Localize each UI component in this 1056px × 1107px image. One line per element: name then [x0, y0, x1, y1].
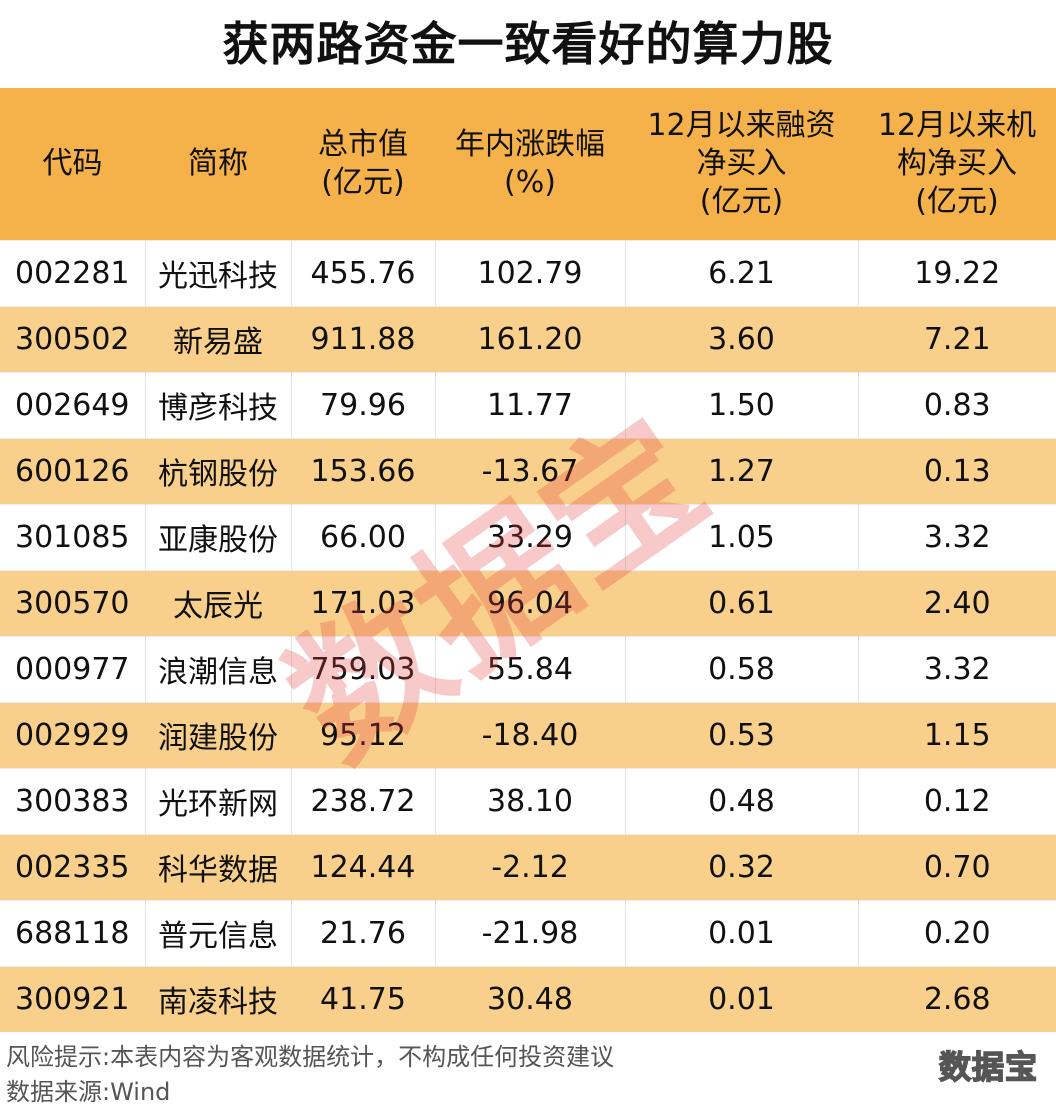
data-source: 数据来源:Wind	[6, 1078, 171, 1106]
cell-short-name: 浪潮信息	[145, 636, 292, 702]
cell-short-name: 润建股份	[145, 702, 292, 768]
cell-ytd-change: -13.67	[435, 438, 626, 504]
table-row: 300502 新易盛 911.88 161.20 3.60 7.21	[0, 306, 1056, 372]
cell-market-cap: 21.76	[291, 900, 436, 966]
brand-logo: 数据宝	[938, 1047, 1038, 1087]
cell-margin-net-buy: 6.21	[625, 240, 859, 306]
cell-short-name: 亚康股份	[145, 504, 292, 570]
cell-ytd-change: 102.79	[435, 240, 626, 306]
header-margin-net-buy: 12月以来融资 净买入 (亿元)	[625, 88, 858, 240]
cell-ytd-change: 38.10	[435, 768, 626, 834]
cell-institution-net-buy: 7.21	[858, 306, 1056, 372]
cell-institution-net-buy: 3.32	[858, 636, 1056, 702]
cell-margin-net-buy: 1.27	[625, 438, 859, 504]
cell-market-cap: 911.88	[291, 306, 436, 372]
table-row: 301085 亚康股份 66.00 33.29 1.05 3.32	[0, 504, 1056, 570]
cell-margin-net-buy: 0.01	[625, 966, 859, 1032]
cell-short-name: 太辰光	[145, 570, 292, 636]
cell-institution-net-buy: 0.20	[858, 900, 1056, 966]
cell-margin-net-buy: 1.50	[625, 372, 859, 438]
cell-code: 002649	[0, 372, 146, 438]
cell-ytd-change: 30.48	[435, 966, 626, 1032]
table-row: 688118 普元信息 21.76 -21.98 0.01 0.20	[0, 900, 1056, 966]
header-ytd-change: 年内涨跌幅 (%)	[435, 88, 625, 240]
cell-short-name: 南凌科技	[145, 966, 292, 1032]
cell-margin-net-buy: 3.60	[625, 306, 859, 372]
table-row: 000977 浪潮信息 759.03 55.84 0.58 3.32	[0, 636, 1056, 702]
cell-market-cap: 171.03	[291, 570, 436, 636]
table-row: 300570 太辰光 171.03 96.04 0.61 2.40	[0, 570, 1056, 636]
cell-code: 000977	[0, 636, 146, 702]
cell-margin-net-buy: 0.48	[625, 768, 859, 834]
cell-code: 002335	[0, 834, 146, 900]
cell-short-name: 光迅科技	[145, 240, 292, 306]
cell-ytd-change: -21.98	[435, 900, 626, 966]
cell-ytd-change: -18.40	[435, 702, 626, 768]
cell-market-cap: 455.76	[291, 240, 436, 306]
cell-ytd-change: 11.77	[435, 372, 626, 438]
cell-code: 301085	[0, 504, 146, 570]
cell-market-cap: 95.12	[291, 702, 436, 768]
cell-short-name: 博彦科技	[145, 372, 292, 438]
cell-code: 300570	[0, 570, 146, 636]
data-table: 代码 简称 总市值 (亿元) 年内涨跌幅 (%) 12月以来融资 净买入 (亿元…	[0, 88, 1056, 1032]
cell-institution-net-buy: 2.68	[858, 966, 1056, 1032]
cell-margin-net-buy: 0.32	[625, 834, 859, 900]
cell-short-name: 普元信息	[145, 900, 292, 966]
cell-code: 002281	[0, 240, 146, 306]
cell-institution-net-buy: 0.12	[858, 768, 1056, 834]
cell-market-cap: 41.75	[291, 966, 436, 1032]
cell-market-cap: 124.44	[291, 834, 436, 900]
header-short-name: 简称	[145, 88, 291, 240]
table-row: 300383 光环新网 238.72 38.10 0.48 0.12	[0, 768, 1056, 834]
cell-code: 002929	[0, 702, 146, 768]
cell-institution-net-buy: 1.15	[858, 702, 1056, 768]
cell-institution-net-buy: 19.22	[858, 240, 1056, 306]
cell-ytd-change: 55.84	[435, 636, 626, 702]
cell-ytd-change: 33.29	[435, 504, 626, 570]
cell-ytd-change: 96.04	[435, 570, 626, 636]
cell-market-cap: 79.96	[291, 372, 436, 438]
header-code: 代码	[0, 88, 145, 240]
cell-institution-net-buy: 0.13	[858, 438, 1056, 504]
cell-code: 300921	[0, 966, 146, 1032]
cell-margin-net-buy: 1.05	[625, 504, 859, 570]
cell-code: 688118	[0, 900, 146, 966]
cell-short-name: 光环新网	[145, 768, 292, 834]
cell-margin-net-buy: 0.61	[625, 570, 859, 636]
risk-disclaimer: 风险提示:本表内容为客观数据统计，不构成任何投资建议	[6, 1043, 615, 1071]
cell-short-name: 杭钢股份	[145, 438, 292, 504]
cell-code: 300383	[0, 768, 146, 834]
table-row: 002281 光迅科技 455.76 102.79 6.21 19.22	[0, 240, 1056, 306]
cell-short-name: 科华数据	[145, 834, 292, 900]
table-row: 002649 博彦科技 79.96 11.77 1.50 0.83	[0, 372, 1056, 438]
page-title: 获两路资金一致看好的算力股	[222, 17, 834, 71]
cell-ytd-change: 161.20	[435, 306, 626, 372]
cell-institution-net-buy: 2.40	[858, 570, 1056, 636]
cell-institution-net-buy: 0.83	[858, 372, 1056, 438]
table-row: 002335 科华数据 124.44 -2.12 0.32 0.70	[0, 834, 1056, 900]
cell-institution-net-buy: 0.70	[858, 834, 1056, 900]
cell-market-cap: 66.00	[291, 504, 436, 570]
cell-institution-net-buy: 3.32	[858, 504, 1056, 570]
cell-market-cap: 759.03	[291, 636, 436, 702]
cell-market-cap: 238.72	[291, 768, 436, 834]
header-institution-net-buy: 12月以来机 构净买入 (亿元)	[858, 88, 1056, 240]
cell-margin-net-buy: 0.53	[625, 702, 859, 768]
cell-margin-net-buy: 0.01	[625, 900, 859, 966]
cell-margin-net-buy: 0.58	[625, 636, 859, 702]
header-market-cap: 总市值 (亿元)	[291, 88, 435, 240]
cell-short-name: 新易盛	[145, 306, 292, 372]
cell-code: 600126	[0, 438, 146, 504]
cell-market-cap: 153.66	[291, 438, 436, 504]
table-row: 600126 杭钢股份 153.66 -13.67 1.27 0.13	[0, 438, 1056, 504]
table-row: 300921 南凌科技 41.75 30.48 0.01 2.68	[0, 966, 1056, 1032]
table-header-row: 代码 简称 总市值 (亿元) 年内涨跌幅 (%) 12月以来融资 净买入 (亿元…	[0, 88, 1056, 240]
cell-ytd-change: -2.12	[435, 834, 626, 900]
cell-code: 300502	[0, 306, 146, 372]
table-row: 002929 润建股份 95.12 -18.40 0.53 1.15	[0, 702, 1056, 768]
